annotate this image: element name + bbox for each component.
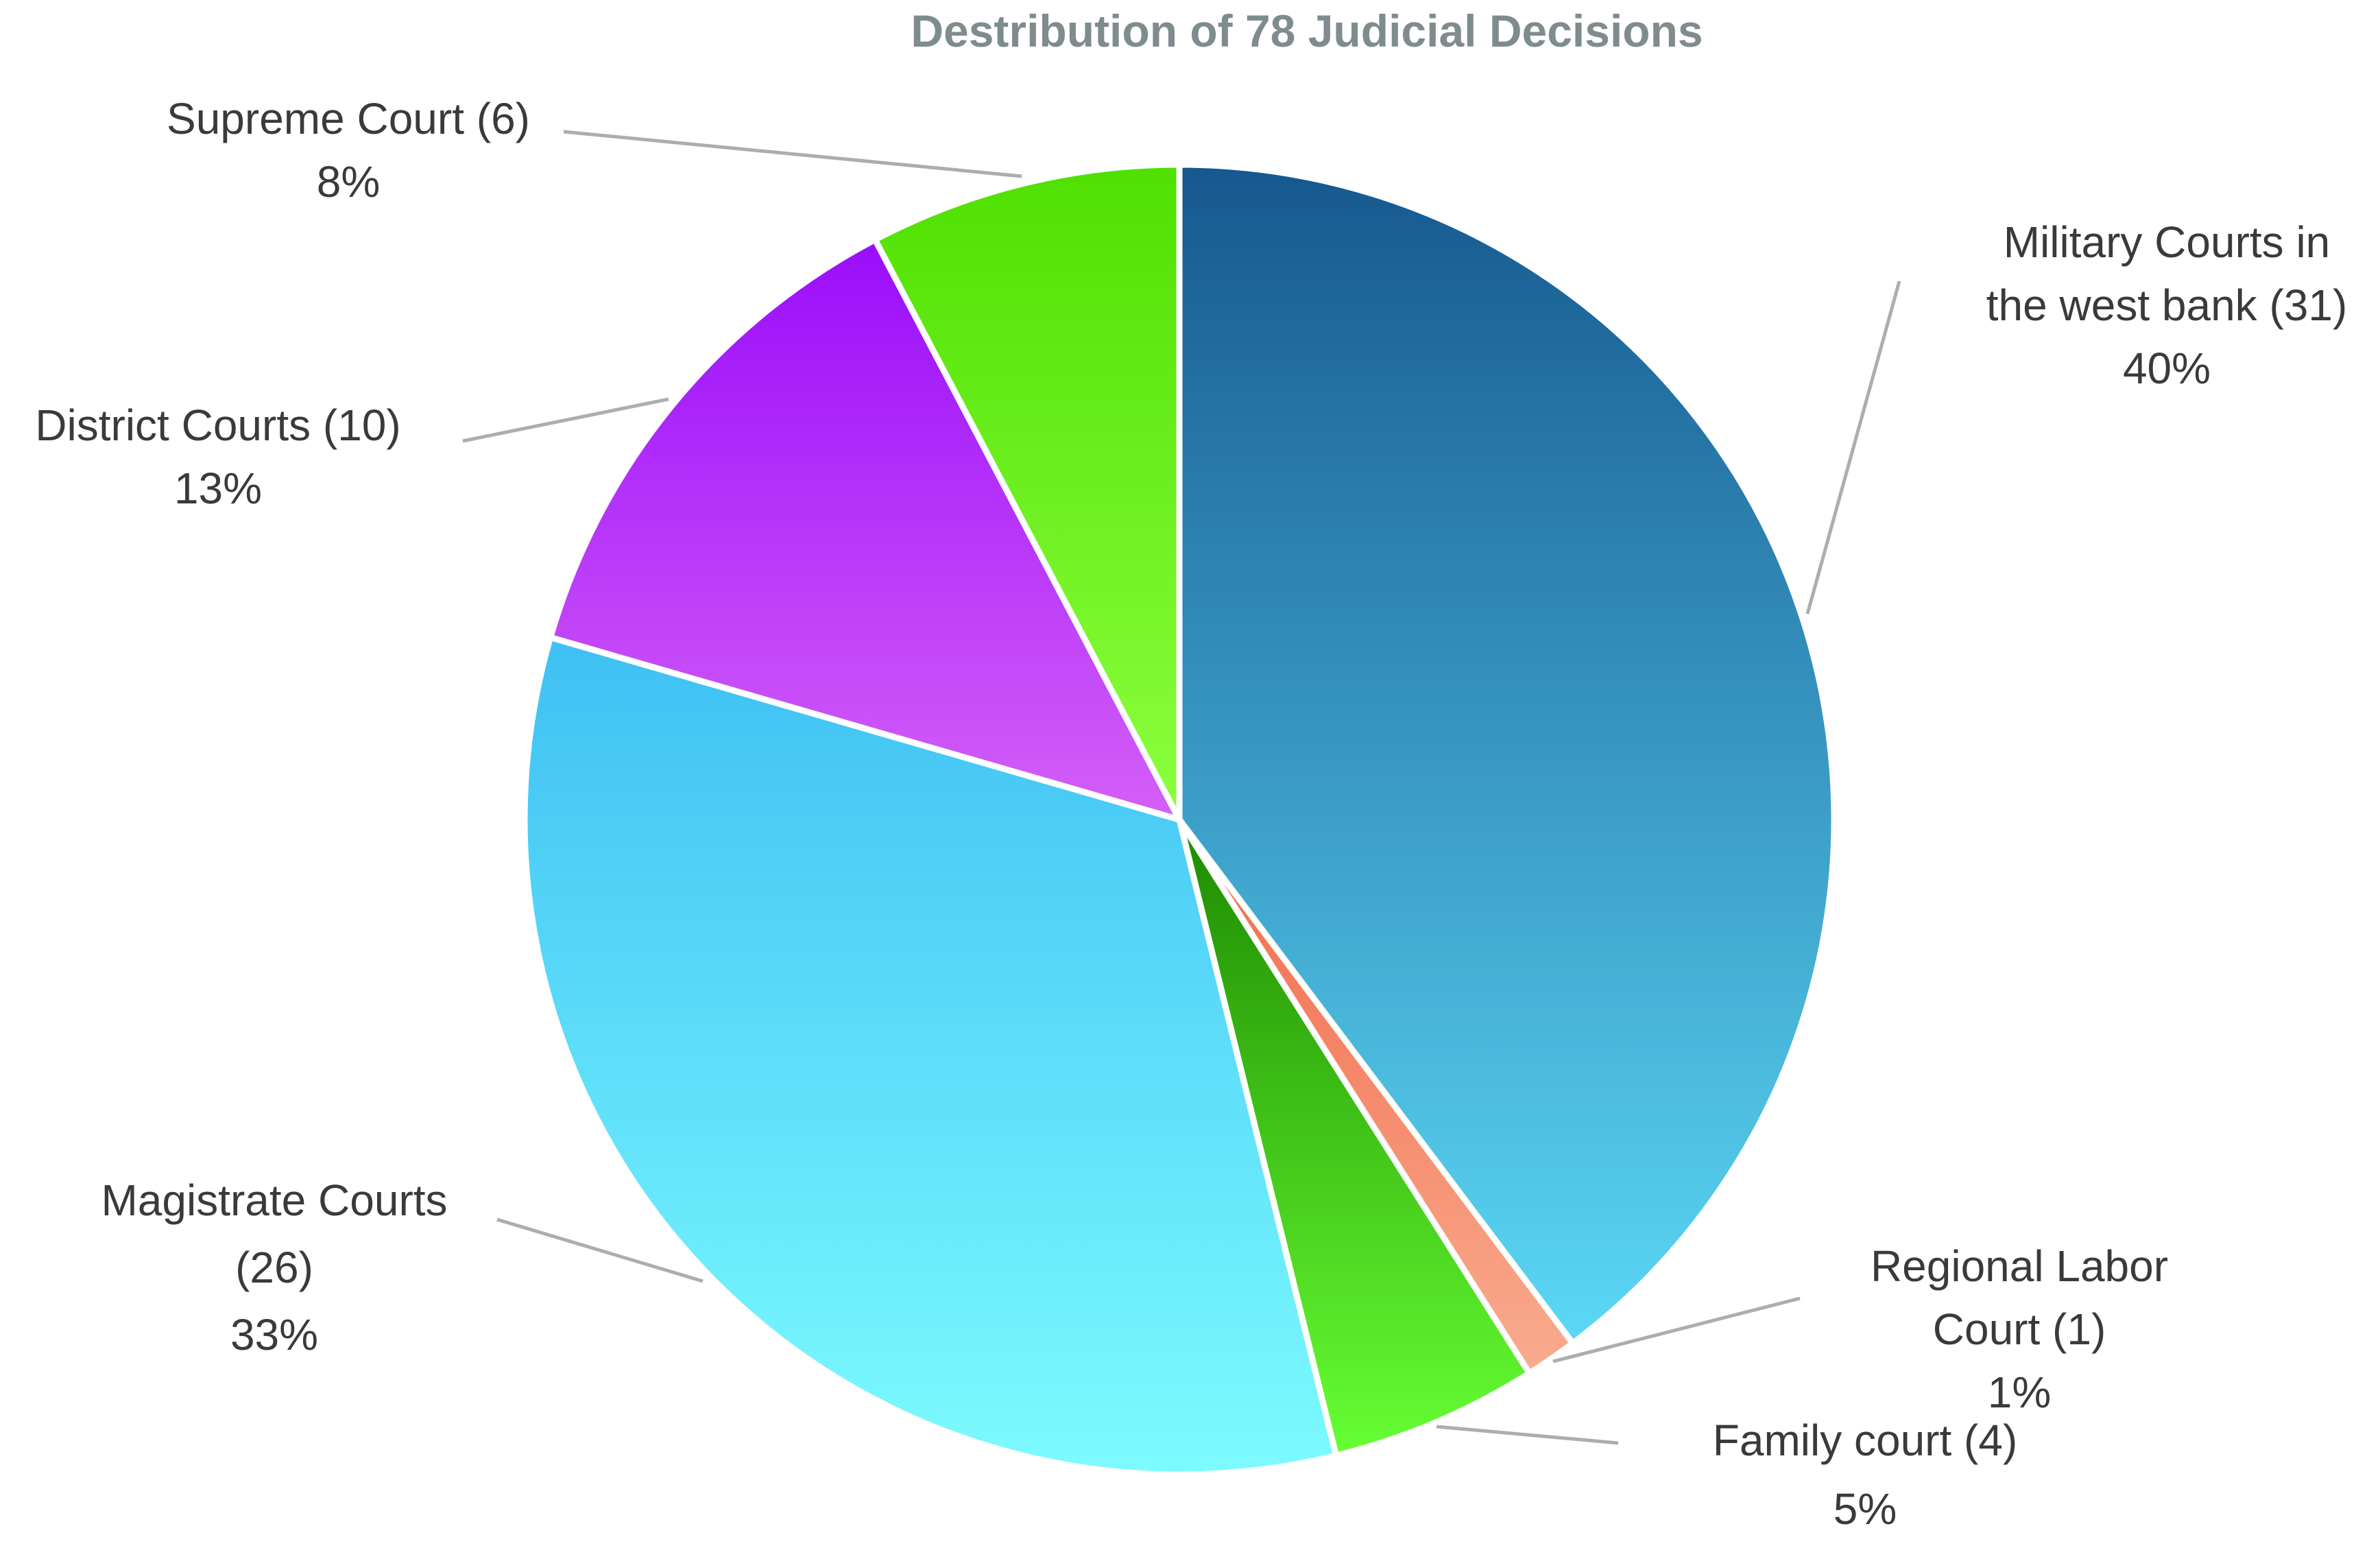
- pie-slice-supreme: [872, 161, 1183, 823]
- slice-label-line: the west bank (31): [1986, 281, 2348, 330]
- pie-slice-military: [1176, 161, 1838, 1346]
- slice-label-line: 33%: [230, 1310, 318, 1359]
- slice-label-line: 13%: [174, 464, 262, 513]
- slice-label-line: Magistrate Courts: [101, 1176, 447, 1225]
- leader-lines: [462, 130, 1901, 1445]
- leader-line-labor: [1552, 1296, 1801, 1364]
- leader-line-family: [1436, 1425, 1619, 1445]
- pie-slice-family: [1176, 816, 1532, 1459]
- slice-label-district: District Courts (10) 13%: [35, 401, 400, 513]
- slice-label-line: Military Courts in: [2004, 217, 2331, 267]
- slice-label-family: Family court (4) 5%: [1713, 1416, 2018, 1534]
- chart-title: Destribution of 78 Judicial Decisions: [911, 5, 1703, 56]
- slice-label-line: 40%: [2123, 344, 2211, 393]
- slice-label-labor: Regional Labor Court (1) 1%: [1871, 1241, 2168, 1417]
- slice-label-line: 8%: [317, 157, 381, 206]
- slice-label-magistrate: Magistrate Courts (26) 33%: [101, 1176, 447, 1359]
- slice-labels: Military Courts in the west bank (31) 40% R…: [35, 94, 2347, 1534]
- slice-label-line: Supreme Court (6): [167, 94, 530, 143]
- leader-line-military: [1805, 281, 1901, 615]
- slice-label-supreme: Supreme Court (6) 8%: [167, 94, 530, 206]
- pie-slices: [521, 161, 1838, 1478]
- slice-label-line: Family court (4): [1713, 1416, 2018, 1465]
- slice-label-line: (26): [235, 1243, 313, 1292]
- slice-label-line: 5%: [1834, 1484, 1897, 1534]
- slice-label-military: Military Courts in the west bank (31) 40%: [1986, 217, 2348, 393]
- pie-slice-district: [547, 236, 1183, 823]
- slice-label-line: Court (1): [1933, 1305, 2106, 1354]
- leader-line-magistrate: [496, 1217, 704, 1283]
- leader-line-supreme: [563, 130, 1022, 178]
- leader-line-district: [462, 397, 669, 443]
- slice-label-line: 1%: [1988, 1368, 2052, 1417]
- slice-label-line: Regional Labor: [1871, 1241, 2168, 1291]
- slice-label-line: District Courts (10): [35, 401, 400, 450]
- pie-slice-magistrate: [521, 634, 1339, 1478]
